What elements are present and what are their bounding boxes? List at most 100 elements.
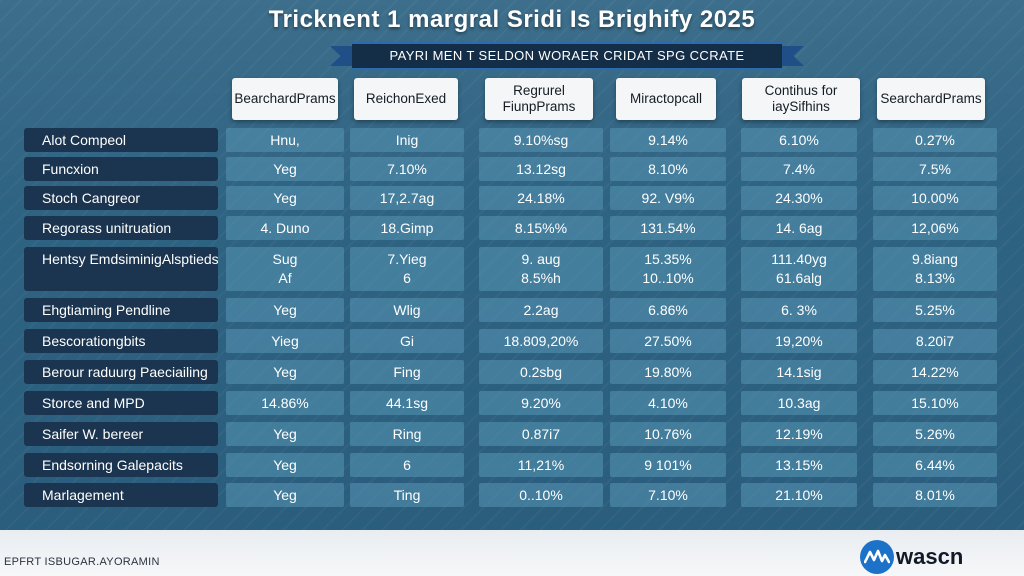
column-header-text: ReichonExed bbox=[366, 91, 446, 107]
table-cell-line: 61.6alg bbox=[776, 270, 822, 286]
column-header: Regrurel FiunpPrams bbox=[485, 78, 593, 120]
table-cell: 44.1sg bbox=[350, 391, 464, 415]
row-label: Storce and MPD bbox=[24, 391, 218, 415]
table-cell: 6.10% bbox=[741, 128, 857, 152]
table-cell: 0.27% bbox=[873, 128, 997, 152]
column-header: BearchardPrams bbox=[232, 78, 338, 120]
table-cell: 24.30% bbox=[741, 186, 857, 210]
table-cell: 7.4% bbox=[741, 157, 857, 181]
table-cell: 11,21% bbox=[479, 453, 603, 477]
banner-text: PAYRI MEN T SELDON WORAER CRIDAT SPG CCR… bbox=[352, 42, 782, 70]
column-header-line: Miractop bbox=[629, 91, 682, 106]
table-cell-line: 9.8iang bbox=[912, 251, 958, 267]
footer-text: EPFRT ISBUGAR.AYORAMIN bbox=[4, 556, 160, 568]
column-header-text: Regrurel FiunpPrams bbox=[489, 83, 589, 115]
table-cell: Yieg bbox=[226, 329, 344, 353]
column-header-text: SearchardPrams bbox=[880, 91, 981, 107]
row-label: Bescorationgbits bbox=[24, 329, 218, 353]
table-cell: 21.10% bbox=[741, 483, 857, 507]
table-cell: 13.15% bbox=[741, 453, 857, 477]
footer-bar bbox=[0, 530, 1024, 576]
table-cell-line: Sug bbox=[272, 251, 298, 267]
table-cell: Ring bbox=[350, 422, 464, 446]
column-header-text: Contihus for iaySifhins bbox=[746, 83, 856, 115]
table-cell: 12.19% bbox=[741, 422, 857, 446]
table-cell: Sug Af bbox=[226, 247, 344, 291]
row-label-line: Hentsy Emdsiminig bbox=[42, 251, 162, 267]
table-cell: 14.86% bbox=[226, 391, 344, 415]
table-cell: Inig bbox=[350, 128, 464, 152]
table-cell: 5.26% bbox=[873, 422, 997, 446]
column-header-text: Miractopcall bbox=[630, 91, 702, 107]
table-cell: 9.14% bbox=[610, 128, 726, 152]
column-header-line: Prams bbox=[536, 99, 576, 114]
table-cell: 6.44% bbox=[873, 453, 997, 477]
table-cell: Yeg bbox=[226, 186, 344, 210]
table-cell: 7.10% bbox=[350, 157, 464, 181]
table-cell: 19,20% bbox=[741, 329, 857, 353]
table-cell-line: 7.Yieg bbox=[387, 251, 427, 267]
table-cell: 14. 6ag bbox=[741, 216, 857, 240]
table-cell: Ting bbox=[350, 483, 464, 507]
column-header-line: Regrurel Fiunp bbox=[502, 83, 565, 114]
table-cell: Yeg bbox=[226, 453, 344, 477]
table-cell: Yeg bbox=[226, 157, 344, 181]
row-label: Ehgtiaming Pendline bbox=[24, 298, 218, 322]
row-label: Stoch Cangreor bbox=[24, 186, 218, 210]
table-cell-line: 8.5%h bbox=[521, 270, 561, 286]
row-label: Saifer W. bereer bbox=[24, 422, 218, 446]
table-cell: 9.8iang 8.13% bbox=[873, 247, 997, 291]
table-cell: 18.809,20% bbox=[479, 329, 603, 353]
table-cell: 9.20% bbox=[479, 391, 603, 415]
table-cell: 10.3ag bbox=[741, 391, 857, 415]
table-cell: 8.10% bbox=[610, 157, 726, 181]
table-cell: 7.10% bbox=[610, 483, 726, 507]
table-cell: 8.01% bbox=[873, 483, 997, 507]
table-cell: 9.10%sg bbox=[479, 128, 603, 152]
table-cell: Gi bbox=[350, 329, 464, 353]
table-cell: 15.35% 10..10% bbox=[610, 247, 726, 291]
table-cell-line: Af bbox=[278, 270, 292, 286]
table-cell: Fing bbox=[350, 360, 464, 384]
table-cell: 8.20i7 bbox=[873, 329, 997, 353]
table-cell-line: 15.35% bbox=[644, 251, 692, 267]
table-cell: Hnu, bbox=[226, 128, 344, 152]
column-header: Miractopcall bbox=[616, 78, 716, 120]
table-cell: 4. Duno bbox=[226, 216, 344, 240]
column-header-line: Prams bbox=[942, 91, 982, 106]
column-header-line: Contihus for iay bbox=[764, 83, 838, 114]
table-cell: 24.18% bbox=[479, 186, 603, 210]
table-cell: 7.5% bbox=[873, 157, 997, 181]
row-label: Endsorning Galepacits bbox=[24, 453, 218, 477]
table-cell: 7.Yieg 6 bbox=[350, 247, 464, 291]
table-cell: 2.2ag bbox=[479, 298, 603, 322]
table-cell-line: 8.13% bbox=[915, 270, 955, 286]
table-cell: 0.2sbg bbox=[479, 360, 603, 384]
table-cell: 17,2.7ag bbox=[350, 186, 464, 210]
table-cell: 13.12sg bbox=[479, 157, 603, 181]
column-header-line: Bearchard bbox=[234, 91, 297, 106]
table-cell: 6 bbox=[350, 453, 464, 477]
column-header-line: call bbox=[681, 91, 703, 106]
table-cell: Yeg bbox=[226, 298, 344, 322]
row-label: Berour raduurg Paeciailing bbox=[24, 360, 218, 384]
table-cell: 92. V9% bbox=[610, 186, 726, 210]
subtitle-banner: PAYRI MEN T SELDON WORAER CRIDAT SPG CCR… bbox=[330, 42, 804, 70]
column-header-line: Reichon bbox=[365, 91, 416, 106]
table-cell-line: 111.40yg bbox=[771, 251, 827, 267]
table-cell: Wlig bbox=[350, 298, 464, 322]
table-cell: 14.1sig bbox=[741, 360, 857, 384]
table-cell: 10.76% bbox=[610, 422, 726, 446]
wave-icon bbox=[860, 540, 894, 574]
table-cell: 4.10% bbox=[610, 391, 726, 415]
row-label: Hentsy EmdsiminigAlsptieds bbox=[24, 247, 218, 291]
brand-logo: wascn bbox=[860, 540, 963, 574]
row-label: Funcxion bbox=[24, 157, 218, 181]
row-label: Regorass unitruation bbox=[24, 216, 218, 240]
table-cell: 27.50% bbox=[610, 329, 726, 353]
column-header-line: Exed bbox=[415, 91, 447, 106]
row-label: Marlagement bbox=[24, 483, 218, 507]
table-cell-line: 10..10% bbox=[642, 270, 694, 286]
row-label-line: Alsptieds bbox=[161, 251, 218, 267]
column-header-line: Sifhins bbox=[789, 99, 830, 114]
